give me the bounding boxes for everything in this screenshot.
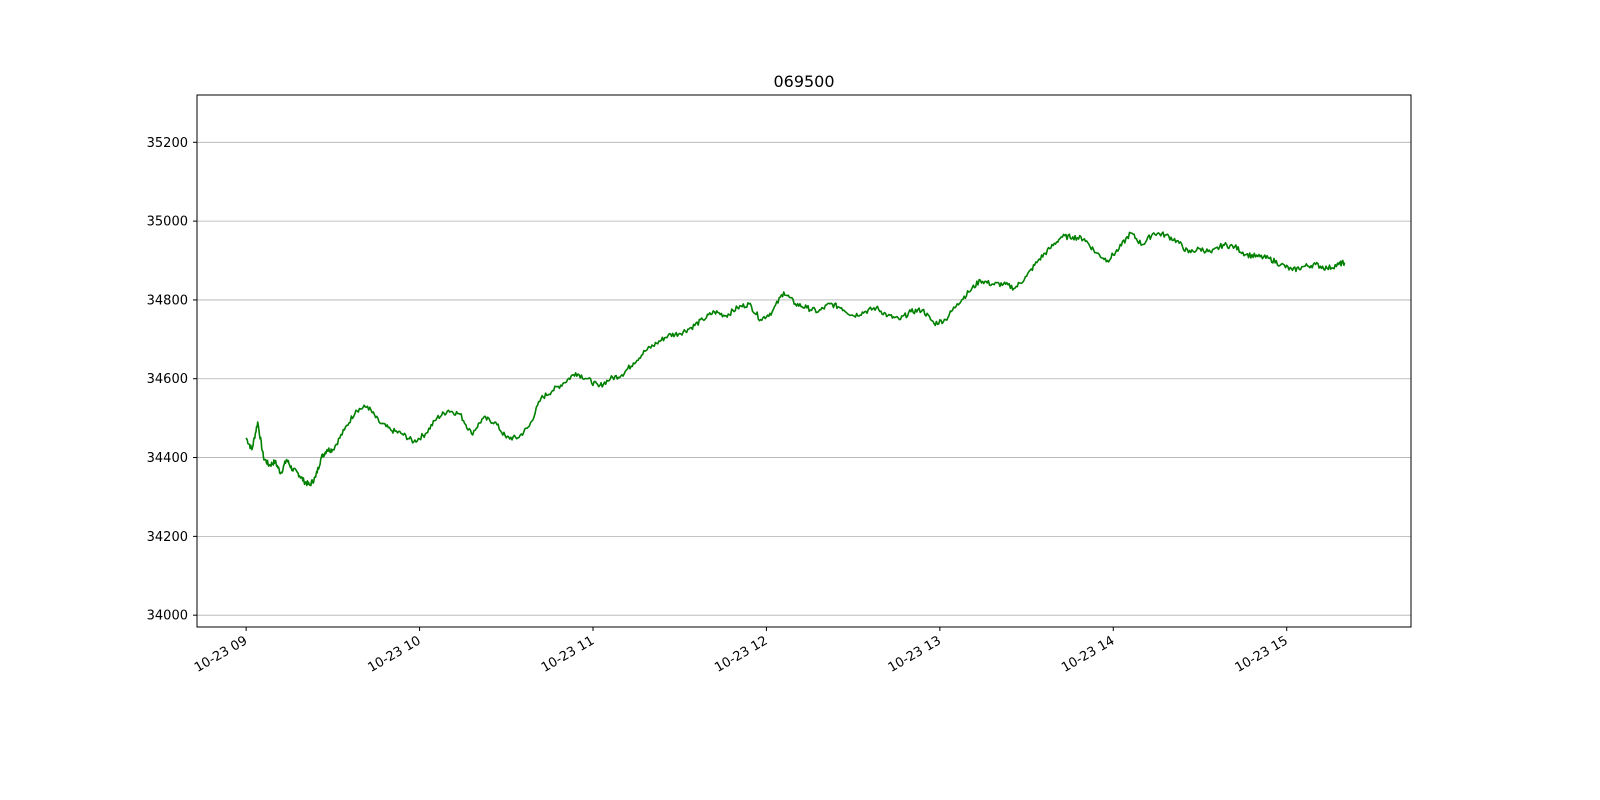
y-tick-label: 35200 xyxy=(147,136,188,151)
y-tick-label: 34200 xyxy=(147,530,188,545)
y-tick-label: 34800 xyxy=(147,293,188,308)
y-tick-label: 34600 xyxy=(147,372,188,387)
series-line xyxy=(245,231,1346,487)
y-tick-label: 34000 xyxy=(147,609,188,624)
chart-title: 069500 xyxy=(773,72,834,91)
y-tick-label: 34400 xyxy=(147,451,188,466)
y-axis: 34000 34200 34400 34600 34800 35000 35200 xyxy=(147,136,197,624)
plot-frame xyxy=(196,94,1412,628)
y-gridlines xyxy=(197,141,1411,616)
y-tick-label: 35000 xyxy=(147,215,188,230)
series-layer xyxy=(245,231,1346,487)
